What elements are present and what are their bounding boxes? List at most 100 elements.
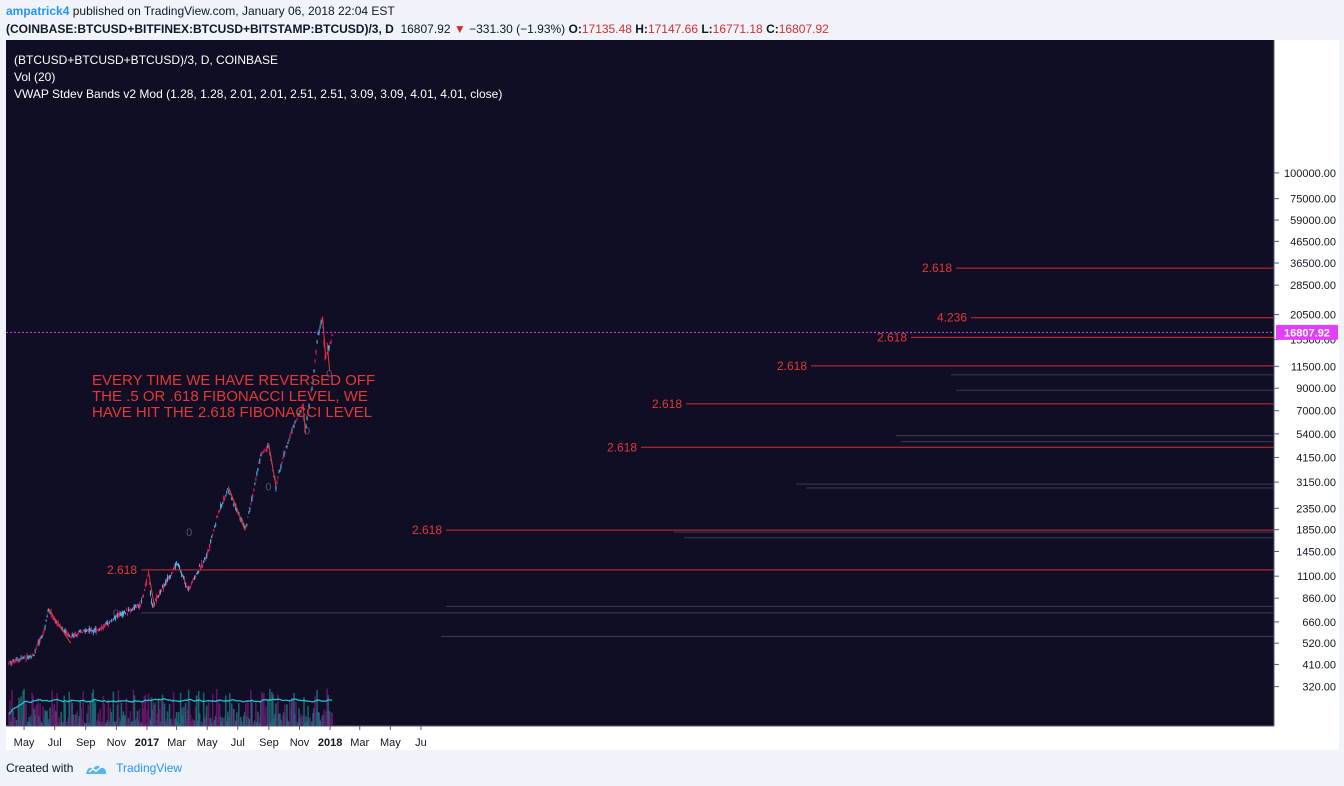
publish-info: published on TradingView.com, January 06…	[72, 4, 395, 18]
volume-bar	[181, 715, 184, 726]
author-link[interactable]: ampatrick4	[6, 4, 70, 18]
candle-body	[111, 620, 113, 622]
candle-body	[275, 485, 277, 490]
volume-bar	[64, 702, 66, 726]
fib-label: 2.618	[877, 330, 907, 344]
candle-body	[319, 326, 321, 328]
y-tick-label: 1850.00	[1296, 525, 1336, 537]
volume-bar	[315, 711, 317, 726]
candle-body	[108, 621, 110, 623]
volume-bar	[218, 704, 221, 726]
candle-body	[90, 627, 92, 632]
volume-bar	[278, 713, 280, 726]
candle-body	[288, 440, 290, 442]
fib-label: 2.618	[412, 523, 442, 537]
volume-bar	[316, 689, 318, 726]
fib-label: 2.618	[922, 261, 952, 275]
volume-bar	[151, 709, 154, 726]
candle-body	[212, 534, 214, 536]
volume-bar	[241, 721, 243, 726]
candle-body	[328, 345, 330, 349]
candle-body	[88, 627, 90, 632]
fib-label: 2.618	[107, 563, 137, 577]
legend-vwap[interactable]: VWAP Stdev Bands v2 Mod (1.28, 1.28, 2.0…	[14, 87, 502, 101]
candle-body	[120, 613, 122, 615]
candle-body	[150, 600, 153, 603]
volume-bar	[274, 713, 276, 726]
volume-bar	[259, 723, 261, 726]
volume-bar	[137, 720, 140, 726]
volume-bar	[99, 708, 102, 726]
candle-body	[311, 388, 313, 390]
candle-body	[258, 462, 260, 464]
candle-body	[182, 574, 184, 576]
volume-bar	[178, 723, 181, 726]
volume-bar	[154, 702, 157, 726]
candle-body	[251, 497, 253, 502]
candle-body	[81, 631, 83, 633]
volume-bar	[272, 694, 274, 726]
candle-body	[169, 575, 172, 577]
y-tick-label: 36500.00	[1290, 258, 1336, 270]
candle-body	[36, 644, 38, 646]
candle-body	[161, 585, 164, 588]
volume-bar	[311, 721, 313, 726]
volume-bar	[115, 720, 118, 726]
volume-bar	[291, 698, 293, 726]
volume-bar	[88, 723, 91, 726]
y-tick-label: 20500.00	[1290, 310, 1336, 322]
volume-bar	[73, 720, 76, 726]
volume-bar	[260, 701, 262, 726]
x-tick-label: 2018	[318, 737, 342, 749]
volume-bar	[186, 709, 189, 726]
price-tag: 16807.92	[1276, 324, 1338, 340]
volume-bar	[296, 721, 298, 726]
volume-bar	[293, 692, 295, 726]
trend-line	[302, 403, 307, 434]
time-axis[interactable]	[6, 726, 1339, 750]
price-axis[interactable]	[1274, 40, 1339, 726]
candle-body	[17, 661, 19, 663]
volume-bar	[187, 689, 190, 726]
y-tick-label: 59000.00	[1290, 215, 1336, 227]
high-label: H:	[635, 22, 648, 36]
candle-body	[297, 414, 299, 417]
candle-body	[28, 657, 30, 659]
volume-bar	[122, 711, 125, 726]
volume-bar	[314, 696, 316, 726]
volume-bar	[197, 690, 200, 726]
volume-bar	[145, 723, 148, 726]
y-tick-label: 1100.00	[1297, 571, 1336, 583]
price-tag-label: 16807.92	[1284, 327, 1330, 339]
price-chart[interactable]: 0 0 0 0 0 2.618 2.618 2.618 2.618 2.618 2.618 4.23…	[6, 40, 1339, 750]
candle-body	[112, 618, 114, 620]
volume-bar	[15, 719, 17, 726]
x-tick-label: 2017	[135, 737, 159, 749]
volume-bar	[58, 717, 60, 726]
candle-body	[12, 659, 14, 662]
volume-bar	[242, 722, 244, 726]
candle-body	[224, 497, 226, 500]
candle-body	[116, 614, 118, 617]
candle-body	[15, 658, 17, 662]
candle-body	[279, 469, 281, 472]
candle-body	[128, 609, 131, 611]
candle-body	[295, 420, 297, 422]
candle-body	[76, 634, 78, 637]
volume-bar	[317, 711, 319, 726]
candle-body	[53, 618, 55, 621]
candle-body	[43, 629, 45, 632]
volume-bar	[66, 721, 69, 726]
legend-volume[interactable]: Vol (20)	[14, 70, 55, 84]
candle-body	[23, 657, 25, 659]
volume-bar	[170, 718, 173, 726]
candle-body	[217, 516, 219, 518]
plot-background	[6, 40, 1274, 726]
volume-bar	[194, 706, 197, 726]
candle-body	[49, 611, 51, 614]
candle-body	[206, 554, 208, 558]
legend-symbol[interactable]: (BTCUSD+BTCUSD+BTCUSD)/3, D, COINBASE	[14, 53, 278, 67]
tradingview-link[interactable]: TradingView	[116, 761, 183, 775]
candle-body	[223, 497, 225, 500]
volume-bar	[53, 704, 55, 726]
